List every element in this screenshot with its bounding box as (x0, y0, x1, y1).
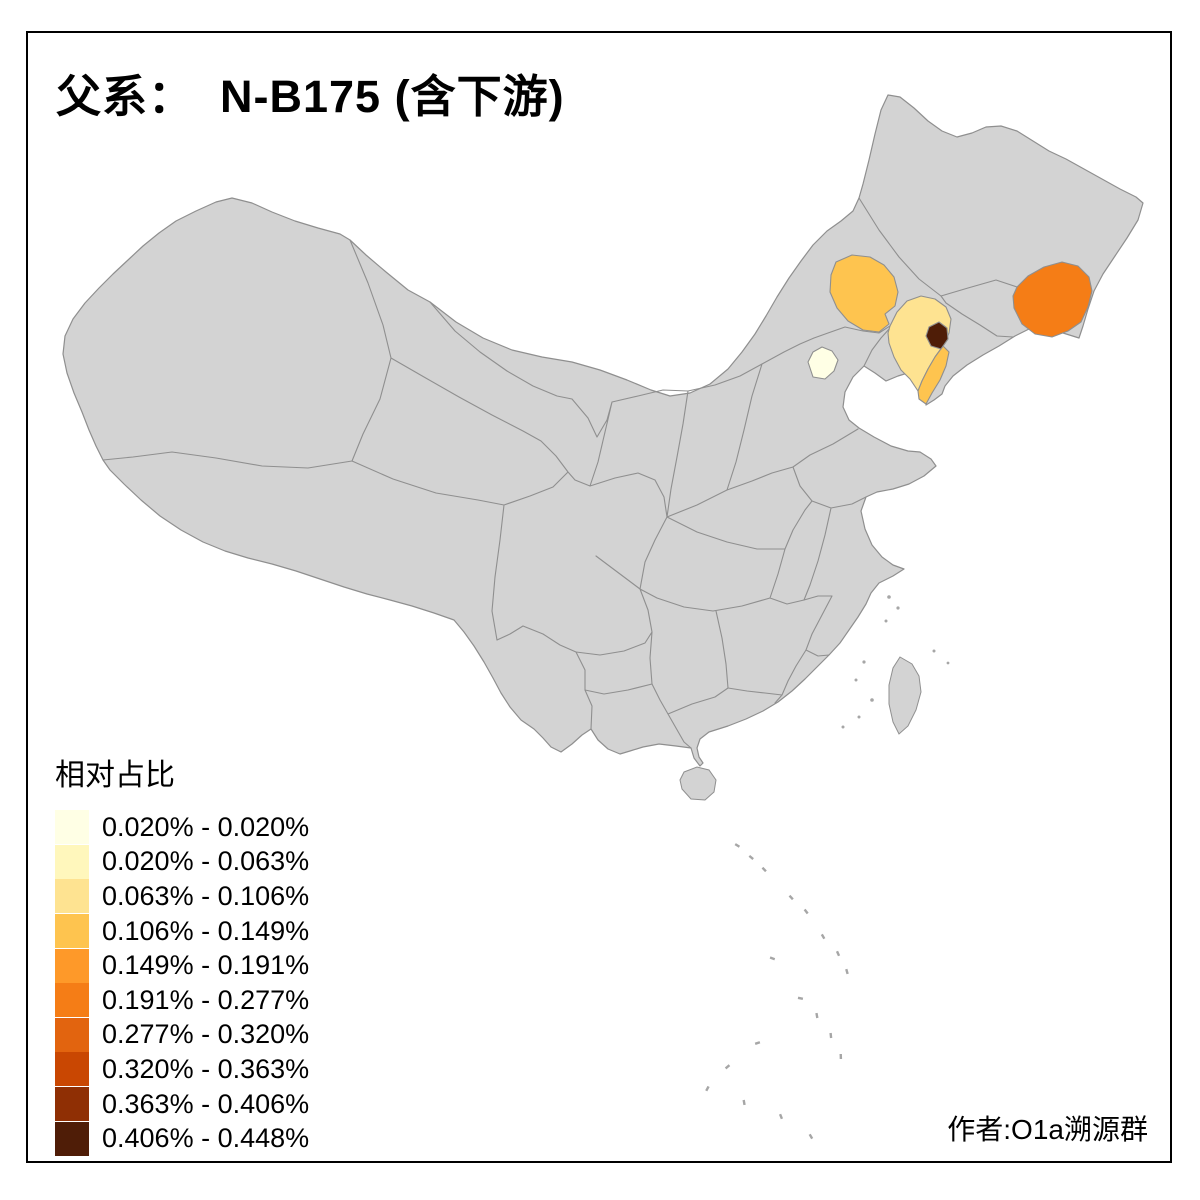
legend-swatch (55, 914, 89, 949)
region-shenyang (925, 321, 949, 350)
legend-swatch (55, 879, 89, 914)
title-main: N-B175 (含下游) (220, 71, 565, 122)
legend-row: 0.106% - 0.149% (55, 914, 309, 949)
region-liaodong-peninsula (917, 345, 950, 405)
legend-swatch (55, 948, 89, 983)
legend-label: 0.020% - 0.020% (102, 811, 310, 842)
legend-row: 0.191% - 0.277% (55, 983, 309, 1018)
legend-swatch (55, 1052, 89, 1087)
south-china-sea-islands (705, 843, 849, 1140)
region-yanbian (1012, 261, 1093, 338)
legend-label: 0.320% - 0.363% (102, 1053, 310, 1084)
legend-label: 0.020% - 0.063% (102, 846, 310, 877)
legend-row: 0.277% - 0.320% (55, 1017, 310, 1053)
region-beijing (807, 346, 839, 380)
legend-label: 0.106% - 0.149% (102, 915, 310, 946)
legend-title: 相对占比 (55, 759, 175, 792)
legend-swatch (55, 1121, 89, 1156)
legend-label: 0.406% - 0.448% (102, 1123, 310, 1154)
author-credit: 作者:O1a溯源群 (947, 1114, 1148, 1145)
region-chifeng (829, 254, 899, 333)
legend-row: 0.363% - 0.406% (55, 1087, 309, 1122)
legend-label: 0.277% - 0.320% (102, 1019, 310, 1050)
legend-row: 0.149% - 0.191% (55, 948, 309, 983)
coastal-islands (841, 595, 950, 729)
legend-entries: 0.020% - 0.020% 0.020% - 0.063% 0.063% - 0… (55, 810, 309, 1156)
legend-swatch (55, 1017, 89, 1052)
legend-swatch (55, 1087, 89, 1122)
legend-label: 0.363% - 0.406% (102, 1088, 310, 1119)
legend-row: 0.020% - 0.063% (55, 844, 310, 880)
legend-swatch (55, 810, 89, 845)
title-prefix: 父系： (56, 72, 195, 122)
legend-label: 0.063% - 0.106% (102, 880, 310, 911)
legend-row: 0.320% - 0.363% (55, 1052, 309, 1087)
taiwan-island (888, 656, 922, 735)
legend-swatch (55, 844, 89, 879)
legend-label: 0.149% - 0.191% (102, 950, 310, 981)
legend-row: 0.406% - 0.448% (55, 1121, 309, 1156)
china-mainland (62, 94, 1144, 767)
legend-row: 0.020% - 0.020% (55, 810, 309, 845)
province-borders (102, 197, 1018, 749)
hainan-island (679, 766, 717, 801)
legend-swatch (55, 983, 89, 1018)
page-title: 父系： N-B175 (含下游) (56, 60, 565, 125)
legend-label: 0.191% - 0.277% (102, 984, 310, 1015)
legend-row: 0.063% - 0.106% (55, 879, 309, 914)
legend: 相对占比 0.020% - 0.020% 0.020% - 0.063% 0.063… (55, 750, 309, 1156)
